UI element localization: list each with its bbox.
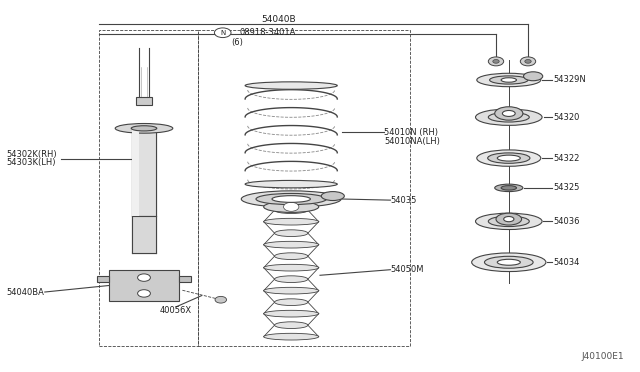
Ellipse shape <box>264 310 319 317</box>
Ellipse shape <box>497 259 520 265</box>
Ellipse shape <box>321 192 344 201</box>
Circle shape <box>525 60 531 63</box>
Ellipse shape <box>488 153 530 163</box>
Bar <box>109 270 179 301</box>
Circle shape <box>284 202 299 211</box>
Text: 54302K(RH): 54302K(RH) <box>6 150 57 159</box>
Bar <box>179 276 191 282</box>
Ellipse shape <box>272 196 310 202</box>
Text: 54034: 54034 <box>554 258 580 267</box>
Text: 54036: 54036 <box>554 217 580 226</box>
Ellipse shape <box>504 217 514 222</box>
Text: 54320: 54320 <box>554 113 580 122</box>
Text: N: N <box>220 30 225 36</box>
Ellipse shape <box>264 218 319 225</box>
Ellipse shape <box>245 82 337 89</box>
Bar <box>132 216 156 253</box>
Ellipse shape <box>275 207 308 214</box>
Bar <box>99 30 198 346</box>
Ellipse shape <box>495 184 523 192</box>
Text: 54040B: 54040B <box>261 15 296 24</box>
Text: J40100E1: J40100E1 <box>581 352 624 361</box>
Bar <box>136 97 152 105</box>
Ellipse shape <box>115 124 173 133</box>
Ellipse shape <box>245 180 337 188</box>
Ellipse shape <box>256 193 326 205</box>
Text: 40056X: 40056X <box>160 306 192 315</box>
Ellipse shape <box>275 276 308 282</box>
Ellipse shape <box>477 150 541 166</box>
Ellipse shape <box>484 256 533 268</box>
Ellipse shape <box>264 287 319 294</box>
Ellipse shape <box>495 107 523 120</box>
Text: 54010NA(LH): 54010NA(LH) <box>384 137 440 146</box>
Text: 08918-3401A: 08918-3401A <box>240 28 296 37</box>
Text: 54303K(LH): 54303K(LH) <box>6 158 56 167</box>
Ellipse shape <box>275 253 308 260</box>
Bar <box>198 30 410 346</box>
Bar <box>132 128 156 216</box>
Ellipse shape <box>490 76 528 84</box>
Ellipse shape <box>131 126 157 131</box>
Bar <box>132 128 139 216</box>
Text: 54010N (RH): 54010N (RH) <box>384 128 438 137</box>
Circle shape <box>138 274 150 281</box>
Ellipse shape <box>275 299 308 305</box>
Ellipse shape <box>241 191 341 207</box>
Circle shape <box>138 290 150 297</box>
Ellipse shape <box>264 201 319 212</box>
Ellipse shape <box>488 216 529 227</box>
Text: 54322: 54322 <box>554 154 580 163</box>
Text: 54040BA: 54040BA <box>6 288 44 296</box>
Ellipse shape <box>264 333 319 340</box>
Ellipse shape <box>496 213 522 225</box>
Ellipse shape <box>497 155 520 161</box>
Ellipse shape <box>502 110 515 116</box>
Ellipse shape <box>275 230 308 237</box>
Ellipse shape <box>472 253 546 272</box>
Text: 54325: 54325 <box>554 183 580 192</box>
Text: 54035: 54035 <box>390 196 417 205</box>
Circle shape <box>214 28 231 38</box>
Ellipse shape <box>501 186 516 190</box>
Circle shape <box>215 296 227 303</box>
Text: 54050M: 54050M <box>390 265 424 274</box>
Circle shape <box>493 60 499 63</box>
Text: 54329N: 54329N <box>554 76 586 84</box>
Text: (6): (6) <box>232 38 244 47</box>
Ellipse shape <box>476 213 542 230</box>
Ellipse shape <box>501 78 516 82</box>
Ellipse shape <box>264 241 319 248</box>
Ellipse shape <box>476 109 542 125</box>
Ellipse shape <box>477 73 541 87</box>
Bar <box>97 276 109 282</box>
Circle shape <box>520 57 536 66</box>
Ellipse shape <box>264 264 319 271</box>
Circle shape <box>488 57 504 66</box>
Ellipse shape <box>275 322 308 328</box>
Ellipse shape <box>488 112 529 122</box>
Ellipse shape <box>524 72 543 81</box>
